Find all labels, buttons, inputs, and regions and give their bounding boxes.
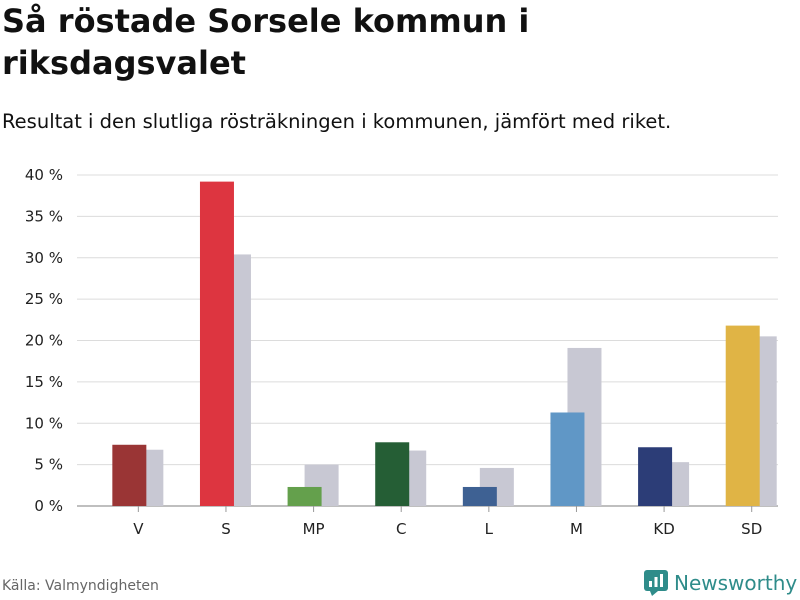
y-axis-ticks: 0 % 5 % 10 % 15 % 20 % 25 % 30 % 35 % 40 % — [25, 166, 63, 515]
newsworthy-logo: Newsworthy — [644, 568, 797, 598]
x-tick-label: M — [570, 520, 583, 538]
bar-kommun-kd — [638, 447, 673, 506]
x-tick-label: L — [485, 520, 494, 538]
bar-chart: 0 % 5 % 10 % 15 % 20 % 25 % 30 % 35 % 40 % V S MP C… — [25, 166, 778, 538]
bar-kommun-m — [550, 412, 585, 506]
chart-title: Så röstade Sorsele kommun i riksdagsvale… — [2, 2, 530, 82]
x-tick-label: S — [221, 520, 231, 538]
y-tick-label: 35 % — [25, 207, 63, 225]
y-tick-label: 15 % — [25, 373, 63, 391]
y-tick-label: 25 % — [25, 290, 63, 308]
y-tick-label: 30 % — [25, 249, 63, 267]
bar-kommun-l — [462, 486, 497, 506]
bars — [112, 181, 777, 506]
x-tick-label: V — [133, 520, 144, 538]
bar-kommun-v — [112, 444, 147, 506]
y-tick-label: 40 % — [25, 166, 63, 184]
x-tick-label: C — [396, 520, 406, 538]
bar-kommun-sd — [725, 325, 760, 506]
newsworthy-icon — [644, 570, 668, 596]
x-axis-ticks: V S MP C L M KD SD — [133, 506, 762, 538]
brand-name: Newsworthy — [674, 571, 798, 595]
bar-kommun-c — [375, 442, 410, 506]
chart-subtitle: Resultat i den slutliga rösträkningen i … — [2, 110, 672, 133]
bar-kommun-s — [199, 181, 234, 506]
x-tick-label: SD — [741, 520, 762, 538]
x-tick-label: MP — [303, 520, 325, 538]
y-tick-label: 10 % — [25, 414, 63, 432]
y-tick-label: 0 % — [34, 497, 63, 515]
x-tick-label: KD — [653, 520, 674, 538]
y-tick-label: 5 % — [34, 456, 63, 474]
source-note: Källa: Valmyndigheten — [2, 578, 159, 594]
y-tick-label: 20 % — [25, 332, 63, 350]
bar-kommun-mp — [287, 486, 322, 506]
gridlines — [77, 174, 778, 507]
